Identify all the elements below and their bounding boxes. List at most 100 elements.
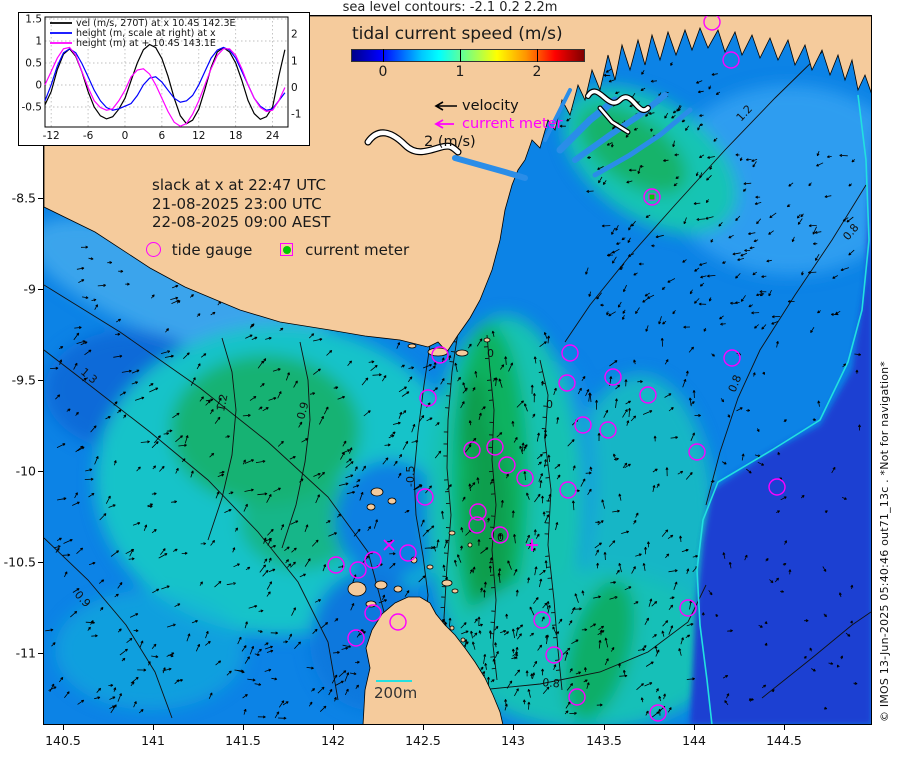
tide-gauge-marker (431, 346, 449, 364)
tide-gauge-marker (604, 368, 622, 386)
tide-gauge-marker (649, 704, 667, 722)
tide-gauge-label: tide gauge (171, 241, 253, 259)
x-axis-tick (333, 725, 334, 730)
x-axis-tick-label: 140.5 (45, 733, 81, 748)
contour-label: 1.2 (214, 393, 230, 413)
contour-label: 0 (487, 347, 494, 360)
x-axis-tick (784, 725, 785, 730)
current-meter-icon (280, 243, 294, 256)
colorbar-tick-mark (460, 49, 461, 62)
inset-x-tick-label: 12 (192, 130, 205, 142)
inset-timeseries-panel: -12 -6 0 6 12 18 24 1.5 1 0.5 0 -0.5 2 1 0 -1 vel (m/s, … (18, 12, 310, 146)
tide-gauge-marker (574, 416, 592, 434)
tide-gauge-marker (568, 688, 586, 706)
velocity-arrow-icon (434, 101, 457, 111)
tide-gauge-marker (679, 599, 697, 617)
x-axis-tick-label: 141 (141, 733, 165, 748)
inset-right-tick-label: 1 (291, 55, 298, 67)
isobath-200m-label: 200m (374, 684, 418, 702)
current-meter-marker (648, 193, 656, 201)
colorbar-tick-label: 2 (532, 64, 542, 80)
tide-gauge-marker (533, 611, 551, 629)
tide-gauge-marker (639, 386, 657, 404)
y-axis-tick-label: -8.5 (11, 190, 36, 206)
deep-water-region (690, 146, 871, 724)
tide-gauge-marker (347, 629, 365, 647)
x-axis-tick-label: 144 (682, 733, 706, 748)
y-axis-tick (38, 653, 43, 654)
x-axis-tick-label: 143.5 (586, 733, 622, 748)
inset-left-tick-label: 0 (35, 79, 42, 91)
tide-gauge-marker (722, 51, 740, 69)
velocity-legend-label: velocity (462, 98, 519, 114)
tide-gauge-marker (364, 604, 382, 622)
inset-legend-label: height (m, scale at right) at x (76, 28, 216, 39)
tide-gauge-marker (558, 374, 576, 392)
tide-gauge-marker (349, 561, 367, 579)
y-axis-tick (38, 198, 43, 199)
x-axis-tick (423, 725, 424, 730)
imos-watermark: © IMOS 13-Jun-2025 05:40:46 out71_13c . … (878, 360, 891, 722)
colorbar-tick-mark (537, 49, 538, 62)
tide-gauge-marker (516, 469, 534, 487)
contour-label: -0.5 (404, 466, 417, 487)
x-axis-tick (153, 725, 154, 730)
station-markers (327, 16, 786, 722)
contour-label: 0 (497, 531, 504, 544)
inset-legend-label: height (m) at + 10.4S 143.1E (76, 38, 216, 49)
y-axis-tick (38, 380, 43, 381)
delta-channels (452, 88, 693, 181)
aest-time-line: 22-08-2025 09:00 AEST (152, 213, 331, 231)
inset-right-tick-label: 0 (291, 82, 298, 94)
current-meter-label: current meter (305, 241, 410, 259)
x-axis-tick-label: 142 (321, 733, 345, 748)
isobath-200m-path (696, 94, 870, 724)
rivers (364, 88, 651, 156)
y-axis-tick-label: -9.5 (11, 372, 36, 388)
inset-right-tick-label: 2 (291, 29, 298, 41)
inset-series-line (44, 46, 286, 111)
inset-right-tick-label: -1 (291, 109, 301, 121)
gauge-legend: tide gauge current meter (146, 241, 409, 259)
x-axis-tick (513, 725, 514, 730)
tide-gauge-marker (561, 344, 579, 362)
cape-york-land (362, 596, 504, 724)
slack-time-line: slack at x at 22:47 UTC (152, 176, 326, 194)
tide-gauge-marker (463, 441, 481, 459)
x-axis-tick-label: 142.5 (405, 733, 441, 748)
tide-gauge-marker (491, 526, 509, 544)
x-axis-tick-label: 143 (501, 733, 525, 748)
tide-gauge-marker (723, 349, 741, 367)
x-axis-tick-label: 144.5 (766, 733, 802, 748)
tide-gauge-marker (498, 456, 516, 474)
tide-gauge-marker (599, 421, 617, 439)
tide-gauge-marker (327, 556, 345, 574)
inset-left-tick-label: 0.5 (25, 57, 42, 69)
y-axis-tick-label: -10.5 (3, 554, 36, 570)
tide-gauge-marker (364, 551, 382, 569)
tide-gauge-marker (559, 481, 577, 499)
x-location-marker (383, 539, 395, 551)
tide-gauge-marker (419, 389, 437, 407)
inset-timeseries-chart: -12 -6 0 6 12 18 24 1.5 1 0.5 0 -0.5 2 1 0 -1 vel (m/s, … (22, 13, 302, 142)
inset-x-tick-label: -6 (83, 130, 94, 142)
slack-info-block: slack at x at 22:47 UTC 21-08-2025 23:00… (152, 176, 330, 232)
inset-series-line (44, 43, 286, 125)
islands (347, 337, 491, 643)
inset-x-tick-label: -12 (43, 130, 60, 142)
inset-x-tick-label: 18 (229, 130, 242, 142)
inset-legend-label: vel (m/s, 270T) at x 10.4S 142.3E (76, 18, 236, 29)
colorbar (351, 49, 585, 62)
inset-x-tick-label: 6 (159, 130, 166, 142)
y-axis-tick-label: -9 (23, 281, 36, 297)
contour-label: 0.9 (294, 401, 311, 421)
inset-left-tick-label: 1.5 (25, 13, 42, 25)
y-axis-tick-label: -11 (15, 645, 36, 661)
plus-location-marker (526, 539, 538, 551)
inset-plot-border (44, 16, 289, 128)
sea-level-contours-note: sea level contours: -2.1 0.2 2.2m (342, 0, 558, 15)
tide-gauge-marker (643, 188, 661, 206)
velocity-scale-label: 2 (m/s) (424, 134, 476, 150)
y-axis-tick (38, 471, 43, 472)
x-axis-tick (604, 725, 605, 730)
